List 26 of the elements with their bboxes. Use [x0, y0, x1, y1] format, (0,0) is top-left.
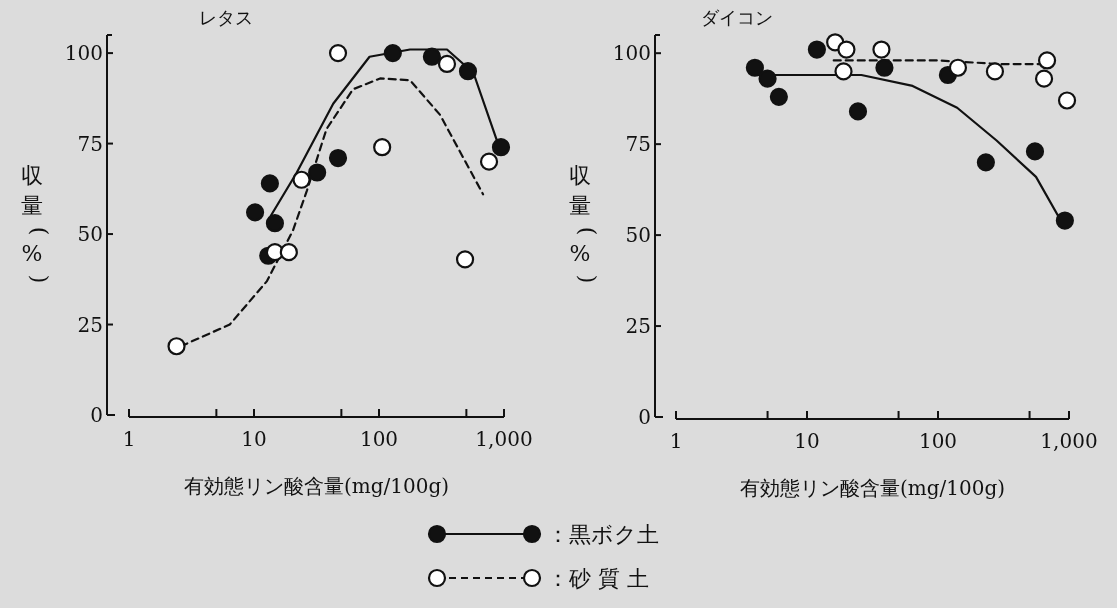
y-tick-label: 100 — [64, 41, 103, 66]
y-tick-label: 50 — [77, 222, 103, 247]
x-tick-label: 1,000 — [475, 427, 533, 451]
x-tick-label: 1 — [669, 429, 683, 453]
x-tick-label: 10 — [794, 429, 820, 453]
y-axis-title: 収量(%) — [569, 163, 600, 284]
y-tick-label: 75 — [77, 131, 103, 156]
chart-title: ダイコン — [701, 7, 773, 28]
y-tick-label: 75 — [625, 132, 651, 157]
y-tick-label: 25 — [625, 314, 651, 339]
y-tick-label: 0 — [90, 403, 103, 427]
x-axis-title: 有効態リン酸含量(mg/100g) — [183, 474, 450, 498]
x-tick-label: 1,000 — [1040, 429, 1098, 453]
chart-title: レタス — [199, 7, 253, 28]
x-tick-label: 10 — [241, 427, 267, 451]
y-tick-label: 0 — [638, 405, 651, 429]
x-axis-title: 有効態リン酸含量(mg/100g) — [739, 476, 1006, 500]
x-tick-label: 100 — [359, 427, 399, 451]
y-tick-label: 25 — [77, 312, 103, 337]
y-axis-title: 収量(%) — [21, 163, 52, 284]
x-tick-label: 1 — [122, 427, 136, 451]
y-tick-label: 50 — [625, 223, 651, 248]
legend-label: ：砂 質 土 — [547, 566, 649, 591]
x-tick-label: 100 — [918, 429, 958, 453]
legend-label: ：黒ボク土 — [547, 522, 659, 547]
y-tick-label: 100 — [612, 41, 651, 66]
